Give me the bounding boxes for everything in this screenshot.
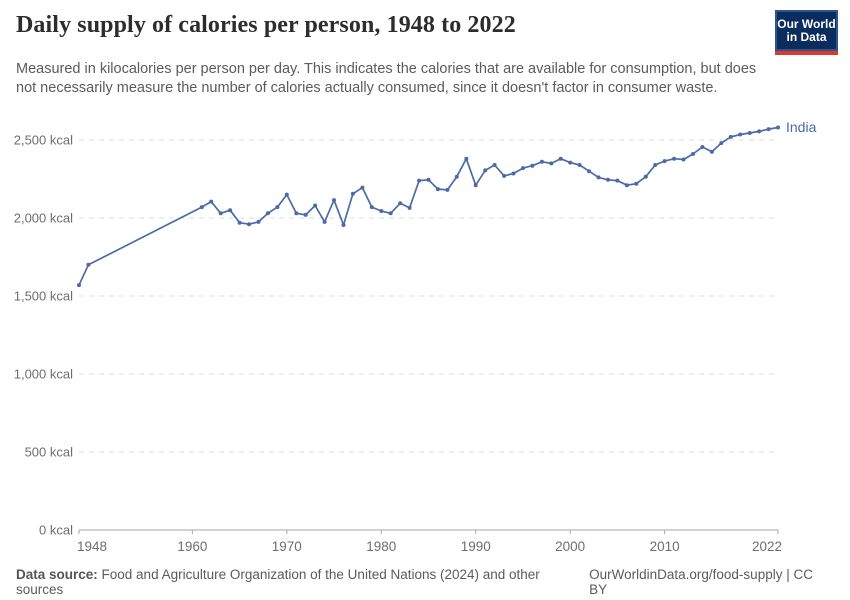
data-point-marker — [558, 156, 563, 161]
y-axis-tick-label: 1,000 kcal — [14, 367, 73, 382]
data-point-marker — [417, 178, 422, 183]
y-axis-tick-label: 2,500 kcal — [14, 133, 73, 148]
data-point-marker — [615, 178, 620, 183]
data-point-marker — [719, 141, 724, 146]
data-point-marker — [483, 168, 488, 173]
x-axis-tick-label: 1990 — [461, 539, 491, 554]
data-point-marker — [738, 132, 743, 137]
chart-footer: Data source: Food and Agriculture Organi… — [16, 567, 834, 597]
owid-logo-line1: Our World — [777, 16, 836, 31]
data-point-marker — [530, 163, 535, 168]
data-point-marker — [360, 185, 365, 190]
data-point-marker — [350, 191, 355, 196]
data-source-text: Data source: Food and Agriculture Organi… — [16, 567, 540, 597]
data-point-marker — [228, 208, 233, 213]
data-point-marker — [596, 175, 601, 180]
data-point-marker — [426, 177, 431, 182]
owid-link[interactable]: OurWorldinData.org/food-supply | CC BY — [589, 567, 813, 597]
data-point-marker — [284, 192, 289, 197]
x-axis-tick-label: 1960 — [177, 539, 207, 554]
data-point-marker — [539, 159, 544, 164]
data-point-marker — [653, 163, 658, 167]
data-point-marker — [757, 129, 762, 134]
data-point-marker — [634, 181, 639, 186]
data-point-marker — [275, 205, 280, 210]
data-point-marker — [398, 201, 403, 206]
data-point-marker — [672, 156, 677, 161]
x-axis-tick-label: 2010 — [650, 539, 680, 554]
data-point-marker — [502, 173, 507, 178]
data-point-marker — [209, 199, 214, 204]
y-axis-tick-label: 500 kcal — [25, 445, 74, 460]
data-point-marker — [606, 177, 610, 182]
data-point-marker — [643, 174, 648, 179]
data-point-marker — [700, 145, 705, 149]
data-point-marker — [218, 211, 223, 216]
data-point-marker — [577, 163, 582, 167]
y-axis-tick-label: 1,500 kcal — [14, 289, 73, 304]
x-axis-tick-label: 1970 — [272, 539, 302, 554]
data-point-marker — [332, 198, 336, 203]
data-point-marker — [265, 211, 270, 216]
owid-logo-line2: in Data — [786, 29, 827, 44]
data-point-marker — [237, 220, 242, 225]
data-point-marker — [303, 212, 308, 217]
x-axis-tick-label: 2022 — [752, 539, 782, 554]
data-point-marker — [728, 134, 733, 139]
data-point-marker — [587, 169, 592, 174]
data-point-marker — [379, 209, 384, 213]
data-point-marker — [86, 262, 91, 267]
data-point-marker — [473, 183, 478, 188]
data-point-marker — [492, 163, 497, 167]
data-point-marker — [549, 161, 554, 166]
data-point-marker — [511, 171, 516, 176]
series-label-india: India — [786, 119, 817, 135]
owid-logo[interactable]: Our World in Data — [775, 10, 838, 55]
data-point-marker — [77, 283, 81, 288]
data-point-marker — [709, 149, 714, 154]
data-point-marker — [691, 152, 695, 156]
data-point-marker — [388, 211, 393, 216]
data-point-marker — [247, 222, 251, 227]
data-point-marker — [776, 125, 780, 130]
data-point-marker — [766, 127, 771, 132]
data-point-marker — [747, 131, 752, 135]
data-point-marker — [521, 166, 525, 171]
data-point-marker — [624, 183, 629, 188]
india-line — [78, 126, 779, 286]
data-point-marker — [662, 159, 667, 164]
data-point-marker — [313, 203, 318, 208]
data-point-marker — [294, 211, 299, 216]
data-point-marker — [199, 205, 204, 210]
data-source-label: Data source: — [16, 567, 98, 582]
data-point-marker — [407, 205, 412, 210]
data-point-marker — [322, 219, 327, 224]
page-title: Daily supply of calories per person, 194… — [16, 12, 516, 38]
data-point-marker — [445, 187, 450, 192]
data-point-marker — [256, 219, 261, 224]
data-point-marker — [341, 223, 346, 227]
x-axis-tick-label: 2000 — [555, 539, 585, 554]
x-axis-tick-label: 1948 — [77, 539, 107, 554]
data-point-marker — [435, 187, 440, 192]
chart-subtitle: Measured in kilocalories per person per … — [16, 61, 757, 96]
data-point-marker — [681, 157, 686, 162]
x-axis-tick-label: 1980 — [366, 539, 396, 554]
y-axis-tick-label: 0 kcal — [39, 523, 73, 538]
y-axis-tick-label: 2,000 kcal — [14, 211, 73, 226]
data-point-marker — [568, 160, 573, 165]
data-point-marker — [464, 156, 469, 161]
data-point-marker — [369, 205, 374, 210]
data-point-marker — [454, 174, 459, 179]
